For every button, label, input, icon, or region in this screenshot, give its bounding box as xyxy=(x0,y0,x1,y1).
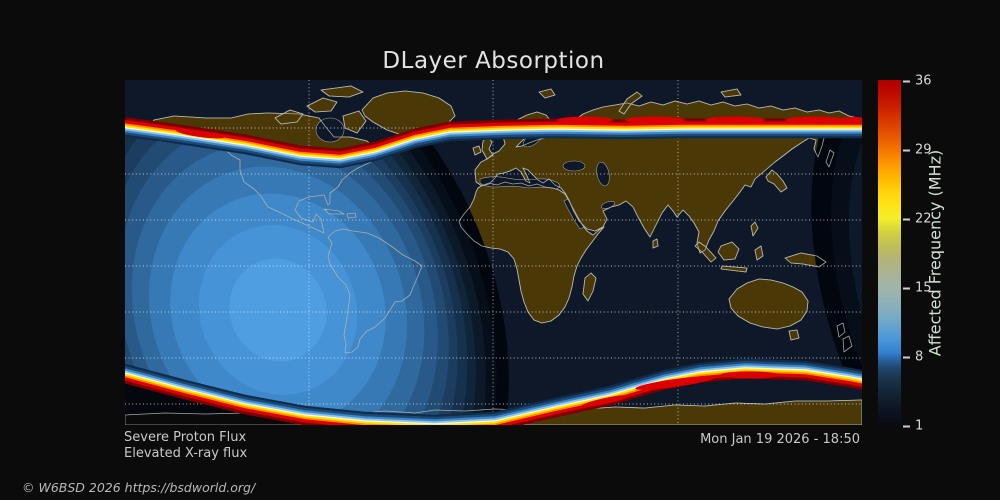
tick-mark xyxy=(903,218,910,220)
aurora-band-north xyxy=(125,116,862,169)
colorbar-tick: 1 xyxy=(903,416,963,435)
colorbar-tick: 8 xyxy=(903,347,963,366)
world-map xyxy=(125,80,862,425)
colorbar-ticks: 36 29 22 15 8 1 xyxy=(903,74,963,434)
aurora-band-south xyxy=(125,358,862,425)
colorbar-gradient xyxy=(878,80,901,425)
xray-flux-note: Elevated X-ray flux xyxy=(124,446,248,461)
colorbar-tick: 29 xyxy=(903,140,963,159)
proton-flux-note: Severe Proton Flux xyxy=(124,430,247,445)
colorbar-tick: 15 xyxy=(903,278,963,297)
tick-mark xyxy=(903,287,910,289)
world-map-svg xyxy=(125,80,862,425)
map-timestamp: Mon Jan 19 2026 - 18:50 xyxy=(700,432,860,447)
tick-mark xyxy=(903,149,910,151)
polar-night-wedge xyxy=(125,376,485,425)
page-title: DLayer Absorption xyxy=(382,48,605,74)
colorbar-tick: 22 xyxy=(903,209,963,228)
colorbar-tick: 36 xyxy=(903,71,963,90)
tick-mark xyxy=(903,80,910,82)
copyright-notice: © W6BSD 2026 https://bsdworld.org/ xyxy=(22,480,256,495)
colorbar-axis-label: Affected Frequency (MHz) xyxy=(925,149,945,356)
tick-mark xyxy=(903,356,910,358)
tick-mark xyxy=(903,425,910,427)
